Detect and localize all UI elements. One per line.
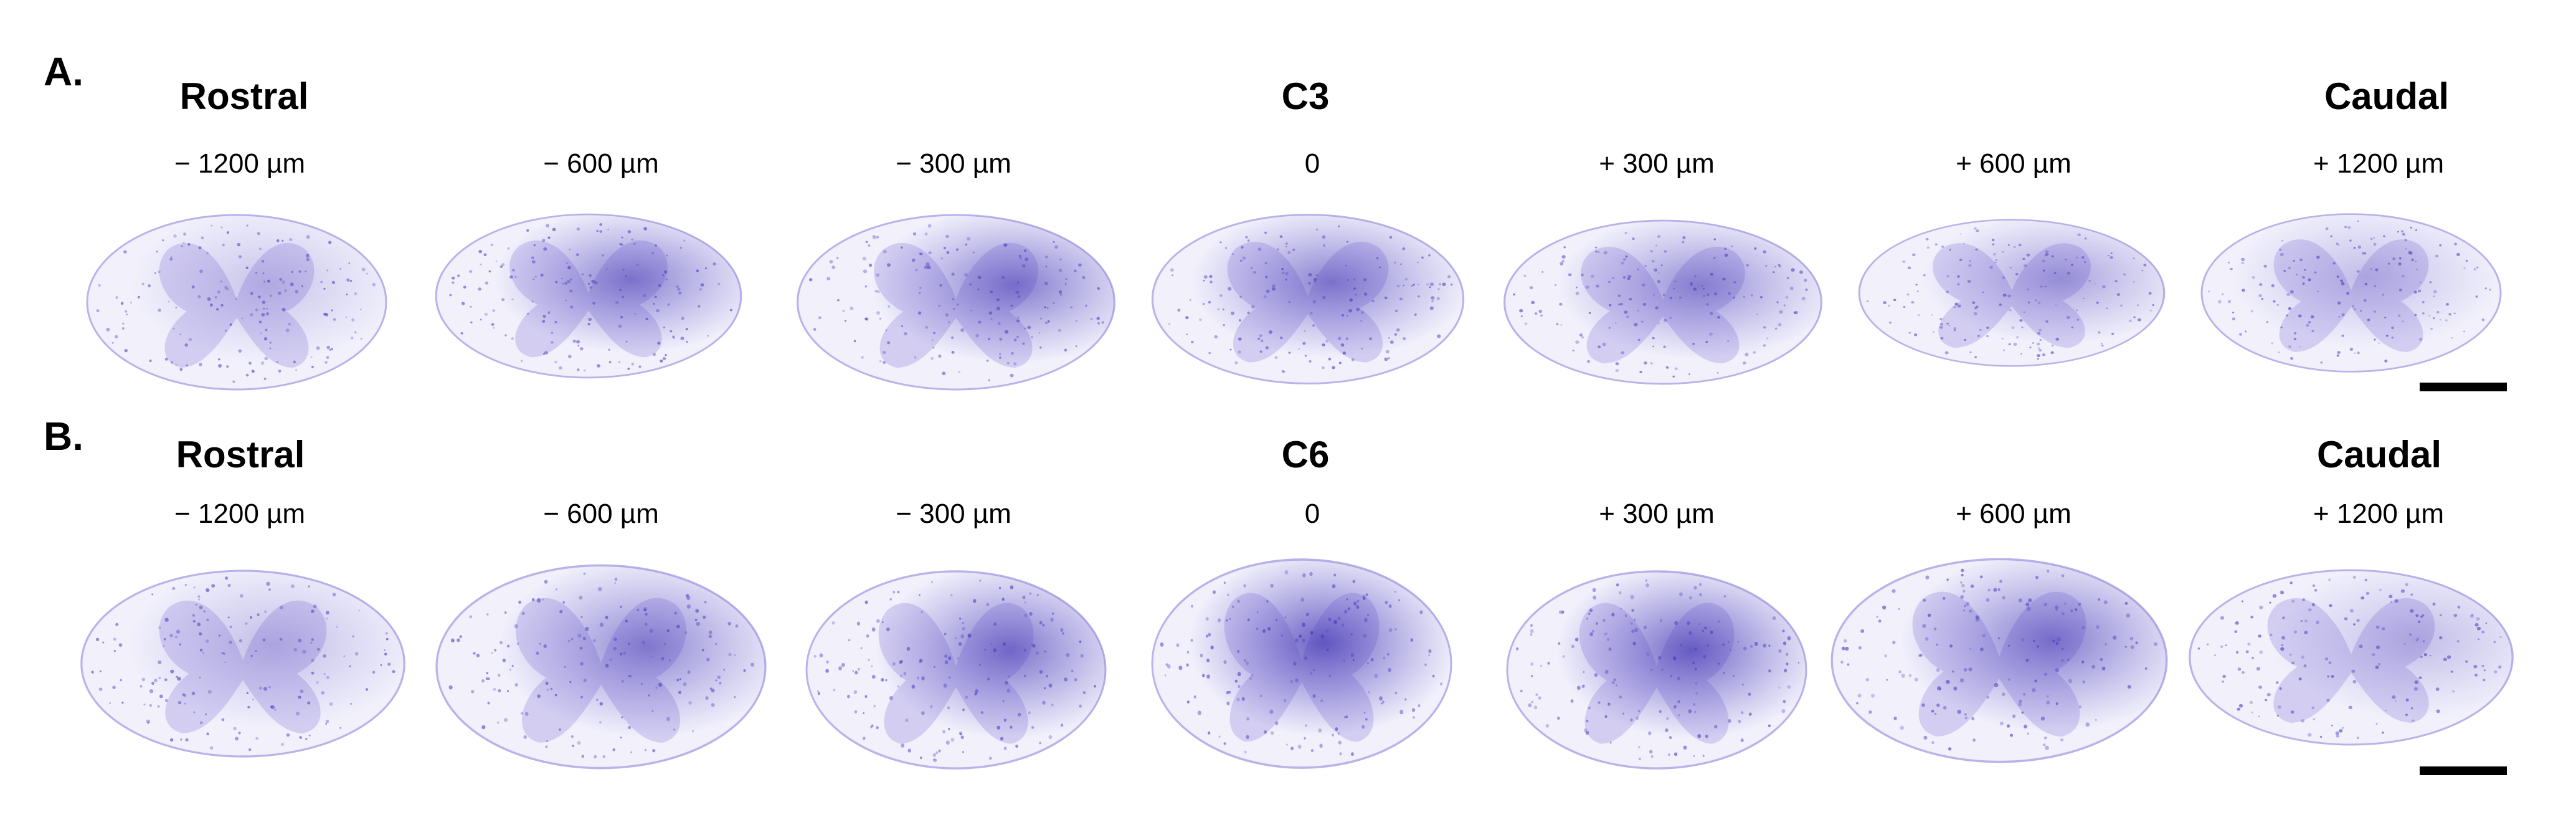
panel-b-pos-3: − 300 µm xyxy=(896,498,1011,529)
panel-a-pos-1: − 1200 µm xyxy=(174,148,306,179)
panel-b-caudal-label: Caudal xyxy=(2316,434,2442,475)
section-image xyxy=(430,555,772,779)
section-image xyxy=(1501,561,1812,779)
panel-a-pos-3: − 300 µm xyxy=(896,148,1011,179)
scale-bar-b xyxy=(2420,766,2507,775)
section-image xyxy=(1825,548,2174,773)
section-image xyxy=(1498,212,1828,393)
section-image xyxy=(2183,561,2519,754)
panel-b-pos-6: + 600 µm xyxy=(1956,498,2072,529)
panel-a-pos-5: + 300 µm xyxy=(1599,148,1715,179)
section-image xyxy=(1853,212,2171,374)
panel-a-letter: A. xyxy=(44,49,83,94)
panel-b-pos-5: + 300 µm xyxy=(1599,498,1715,529)
section-image xyxy=(81,206,392,399)
panel-b-pos-1: − 1200 µm xyxy=(174,498,306,529)
panel-b-pos-2: − 600 µm xyxy=(543,498,659,529)
panel-a-pos-4: 0 xyxy=(1304,148,1320,179)
scale-bar-a xyxy=(2420,383,2507,391)
section-image xyxy=(800,561,1112,779)
section-image xyxy=(791,206,1121,399)
panel-a-pos-7: + 1200 µm xyxy=(2313,148,2445,179)
panel-a-center-label: C3 xyxy=(1281,75,1330,117)
section-image xyxy=(2195,206,2507,380)
panel-b-letter: B. xyxy=(44,414,83,459)
panel-b-pos-4: 0 xyxy=(1304,498,1320,529)
panel-a-caudal-label: Caudal xyxy=(2324,75,2450,117)
panel-a-pos-2: − 600 µm xyxy=(543,148,659,179)
panel-b-pos-7: + 1200 µm xyxy=(2313,498,2445,529)
section-image xyxy=(1146,548,1457,779)
section-image xyxy=(75,561,411,766)
panel-b-rostral-label: Rostral xyxy=(176,434,305,475)
section-image xyxy=(430,206,747,386)
panel-a-pos-6: + 600 µm xyxy=(1956,148,2072,179)
section-image xyxy=(1146,206,1470,393)
panel-b-center-label: C6 xyxy=(1281,434,1330,475)
panel-a-rostral-label: Rostral xyxy=(179,75,309,117)
